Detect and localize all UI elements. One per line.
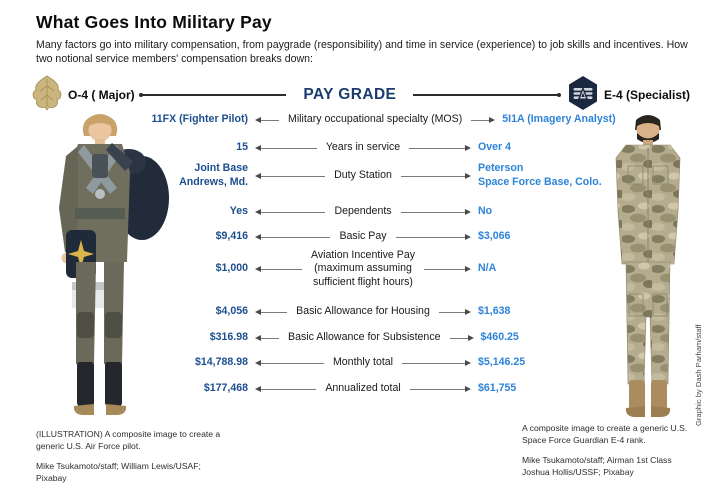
right-value: $3,066 <box>478 230 511 243</box>
right-caption-block: A composite image to create a generic U.… <box>522 423 692 478</box>
right-value: $1,638 <box>478 305 511 318</box>
left-caption: (ILLUSTRATION) A composite image to crea… <box>36 429 221 451</box>
row-label: Monthly total <box>332 356 394 369</box>
page-subtitle: Many factors go into military compensati… <box>36 39 688 65</box>
arrow-left-icon <box>254 172 326 179</box>
arrow-right-icon <box>471 116 496 123</box>
right-value: $460.25 <box>480 331 519 344</box>
right-credit: Mike Tsukamoto/staff; Airman 1st Class J… <box>522 455 672 477</box>
page-title: What Goes Into Military Pay <box>36 12 272 32</box>
arrow-right-icon <box>402 359 471 366</box>
arrow-right-icon <box>438 308 472 315</box>
specialist-hexagon-insignia-icon <box>567 75 599 116</box>
arrow-right-icon <box>400 208 472 215</box>
row-label: Military occupational specialty (MOS) <box>288 113 463 126</box>
right-value: $61,755 <box>478 382 517 395</box>
arrow-right-icon <box>409 385 472 392</box>
right-value: N/A <box>478 262 497 275</box>
arrow-left-icon <box>255 334 279 341</box>
right-caption: A composite image to create a generic U.… <box>522 423 688 445</box>
paygrade-center-label: PAY GRADE <box>303 86 397 103</box>
left-value: Joint Base Andrews, Md. <box>179 162 248 188</box>
right-value: Over 4 <box>478 141 511 154</box>
paygrade-left-label: O-4 ( Major) <box>68 88 135 102</box>
right-value: $5,146.25 <box>478 356 526 369</box>
row-label: Years in service <box>325 141 401 154</box>
paygrade-right-line <box>413 93 561 97</box>
arrow-right-icon <box>449 334 474 341</box>
paygrade-left-line <box>138 93 287 97</box>
arrow-left-icon <box>255 116 279 123</box>
right-value: Peterson Space Force Base, Colo. <box>478 162 602 188</box>
comparison-row-mos: 11FX (Fighter Pilot) Military occupation… <box>140 112 615 128</box>
arrow-left-icon <box>254 233 331 240</box>
row-label: Basic Allowance for Housing <box>296 305 430 318</box>
left-caption-block: (ILLUSTRATION) A composite image to crea… <box>36 429 231 484</box>
arrow-right-icon <box>424 265 471 272</box>
comparison-row-duty-station: Joint Base Andrews, Md. Duty Station Pet… <box>140 161 610 191</box>
left-value: 15 <box>236 141 248 154</box>
row-label: Annualized total <box>325 382 401 395</box>
arrow-right-icon <box>400 172 472 179</box>
right-value: No <box>478 205 493 218</box>
left-value: Yes <box>229 205 248 218</box>
arrow-left-icon <box>254 208 326 215</box>
vertical-graphic-credit: Graphic by Dash Parham/staff <box>694 324 703 426</box>
row-label: Basic Allowance for Subsistence <box>288 331 441 344</box>
comparison-row-bas: $316.98 Basic Allowance for Subsistence … <box>140 330 610 346</box>
left-value: 11FX (Fighter Pilot) <box>151 113 248 126</box>
left-credit: Mike Tsukamoto/staff; William Lewis/USAF… <box>36 461 201 483</box>
row-label: Aviation Incentive Pay (maximum assuming… <box>310 249 416 288</box>
arrow-right-icon <box>409 144 471 151</box>
comparison-row-years: 15 Years in service Over 4 <box>140 140 610 156</box>
left-value: $316.98 <box>209 331 248 344</box>
paygrade-right-label: E-4 (Specialist) <box>603 88 691 102</box>
left-value: $4,056 <box>215 305 248 318</box>
arrow-left-icon <box>254 308 288 315</box>
major-oak-leaf-insignia-icon <box>30 74 64 117</box>
comparison-row-basic-pay: $9,416 Basic Pay $3,066 <box>140 229 610 245</box>
arrow-right-icon <box>395 233 472 240</box>
pilot-photo <box>26 110 174 422</box>
comparison-row-monthly-total: $14,788.98 Monthly total $5,146.25 <box>140 355 610 371</box>
row-label: Basic Pay <box>339 230 387 243</box>
arrow-left-icon <box>255 265 302 272</box>
arrow-left-icon <box>255 359 324 366</box>
comparison-row-dependents: Yes Dependents No <box>140 204 610 220</box>
comparison-row-aviation-incentive: $1,000 Aviation Incentive Pay (maximum a… <box>140 249 610 289</box>
paygrade-header-row: O-4 ( Major) PAY GRADE E-4 (Specialist) <box>30 74 691 112</box>
right-value: 5I1A (Imagery Analyst) <box>502 113 616 126</box>
left-value: $1,000 <box>215 262 248 275</box>
left-value: $177,468 <box>203 382 248 395</box>
row-label: Dependents <box>334 205 392 218</box>
comparison-row-bah: $4,056 Basic Allowance for Housing $1,63… <box>140 304 610 320</box>
row-label: Duty Station <box>334 169 392 182</box>
arrow-left-icon <box>255 144 317 151</box>
left-value: $14,788.98 <box>194 356 248 369</box>
left-value: $9,416 <box>215 230 248 243</box>
comparison-row-annualized-total: $177,468 Annualized total $61,755 <box>140 381 610 397</box>
guardian-photo <box>592 112 704 427</box>
arrow-left-icon <box>254 385 317 392</box>
